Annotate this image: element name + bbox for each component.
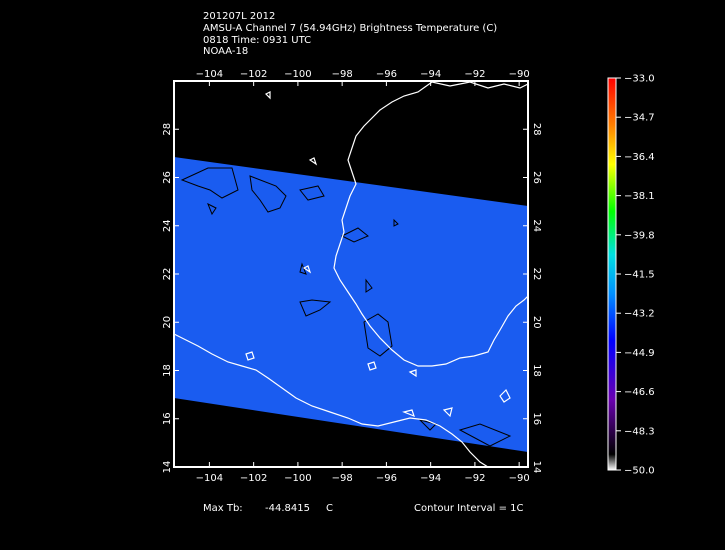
lon-label-bottom: −96 [376,473,397,484]
colorbar-label: −43.2 [624,309,655,320]
contour-line [249,175,287,213]
colorbar-label: −50.0 [624,466,655,477]
colorbar-label: −44.9 [624,348,655,359]
lat-label-right: 20 [531,316,542,329]
contour-line [180,167,239,199]
max-tb-label: Max Tb: [203,503,243,514]
coastline-lake [264,91,271,100]
contour-interval: Contour Interval = 1C [414,503,524,514]
coastline-lake [367,361,377,371]
contour-line [418,419,437,431]
lat-label-left: 20 [162,316,173,329]
lat-label-right: 18 [531,364,542,377]
contour-line [207,202,217,216]
lat-label-left: 22 [162,268,173,281]
coastline-pacific [174,333,489,467]
colorbar-label: −41.5 [624,270,655,281]
lon-label-top: −94 [420,69,441,80]
contour-line [393,218,399,227]
lat-label-right: 26 [531,171,542,184]
lon-label-bottom: −94 [420,473,441,484]
contour-lines [180,167,512,447]
max-tb-value: -44.8415 [265,503,310,514]
contour-line [340,227,369,243]
contour-line [458,423,512,447]
lon-label-bottom: −104 [196,473,223,484]
brightness-swath [174,157,528,452]
contour-line [299,185,325,201]
lat-label-right: 22 [531,268,542,281]
lon-label-top: −98 [332,69,353,80]
lon-label-top: −100 [284,69,311,80]
contour-line [299,262,307,275]
lat-label-left: 16 [162,412,173,425]
title-time: 0818 Time: 0931 UTC [203,35,312,46]
lon-label-bottom: −90 [509,473,530,484]
lon-label-bottom: −92 [464,473,485,484]
colorbar-label: −39.8 [624,230,655,241]
lat-axis-left: 14 16 18 20 22 24 26 28 [162,123,179,473]
colorbar [607,77,617,471]
lon-label-bottom: −98 [332,473,353,484]
contour-line [365,278,373,293]
colorbar-label: −33.0 [624,74,655,85]
coastline [174,81,528,467]
lat-label-right: 28 [531,123,542,136]
lat-axis-right: 14 16 18 20 22 24 26 28 [523,123,542,473]
coastline-lake [408,369,417,378]
lat-label-left: 14 [162,461,173,474]
colorbar-label: −34.7 [624,113,655,124]
coastline-lake [402,409,415,418]
contour-line [299,299,332,317]
colorbar-labels: −33.0 −34.7 −36.4 −38.1 −39.8 −41.5 −43.2 −44.9… [616,74,655,477]
coastline-gulf [333,81,528,367]
colorbar-label: −48.3 [624,426,655,437]
lat-label-left: 26 [162,171,173,184]
coastline-lake [308,157,318,166]
lat-label-right: 16 [531,412,542,425]
colorbar-label: −46.6 [624,387,655,398]
lat-label-right: 14 [531,461,542,474]
lon-label-top: −92 [464,69,485,80]
colorbar-label: −36.4 [624,152,655,163]
lon-label-top: −96 [376,69,397,80]
lon-label-bottom: −100 [284,473,311,484]
coastline-lake [245,351,255,361]
lon-axis-bottom: −104 −102 −100 −98 −96 −94 −92 −90 [196,462,530,484]
lat-label-left: 24 [162,219,173,232]
coastline-lake [442,407,453,418]
lat-label-left: 28 [162,123,173,136]
lat-label-left: 18 [162,364,173,377]
coastline-lake [302,265,312,274]
lon-label-bottom: −102 [240,473,267,484]
contour-line [363,313,393,357]
coastline-lake [499,388,511,403]
lon-label-top: −104 [196,69,223,80]
colorbar-label: −38.1 [624,191,655,202]
title-satellite: NOAA-18 [203,46,249,57]
lon-label-top: −90 [509,69,530,80]
title-date: 201207L 2012 [203,11,276,22]
lon-axis-top: −104 −102 −100 −98 −96 −94 −92 −90 [196,69,530,86]
lat-label-right: 24 [531,219,542,232]
title-channel: AMSU-A Channel 7 (54.94GHz) Brightness T… [203,23,498,34]
lon-label-top: −102 [240,69,267,80]
max-tb-unit: C [326,503,333,514]
